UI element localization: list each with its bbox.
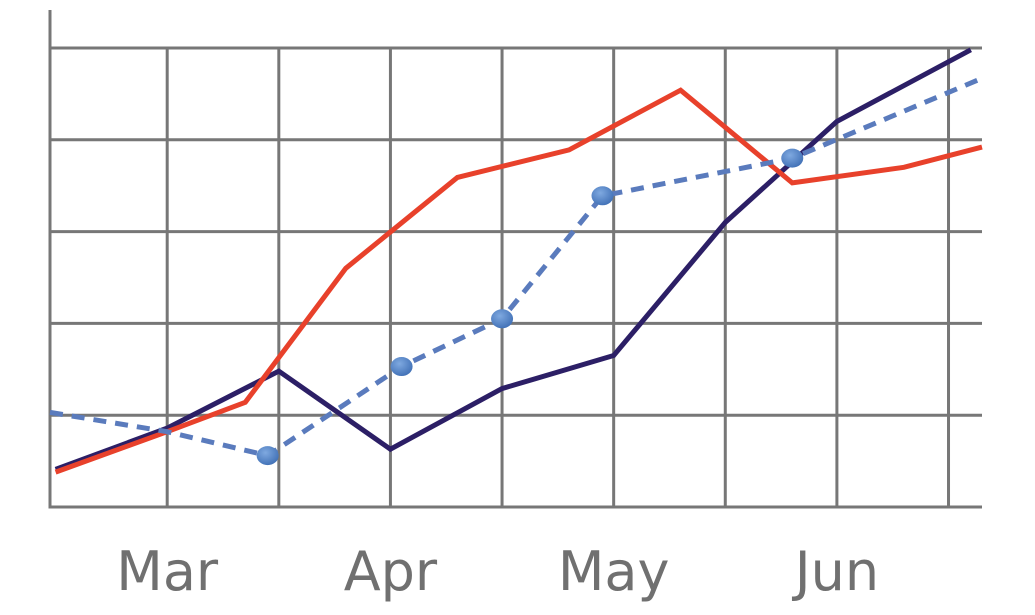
series-line-1 xyxy=(54,47,972,472)
data-point-marker xyxy=(591,186,614,206)
x-tick-label: May xyxy=(558,540,670,603)
series-group xyxy=(49,47,983,475)
x-tick-label: Mar xyxy=(116,540,219,603)
marker-group xyxy=(256,148,804,466)
series-line-3 xyxy=(49,75,983,459)
x-axis-labels: Mar Apr May Jun xyxy=(116,540,879,603)
data-point-marker xyxy=(491,309,514,329)
data-point-marker xyxy=(256,446,279,466)
x-tick-label: Jun xyxy=(792,540,879,603)
data-point-marker xyxy=(781,148,804,168)
grid xyxy=(48,10,982,509)
series-line-2 xyxy=(54,87,983,475)
x-tick-label: Apr xyxy=(344,540,438,603)
data-point-marker xyxy=(390,357,413,377)
